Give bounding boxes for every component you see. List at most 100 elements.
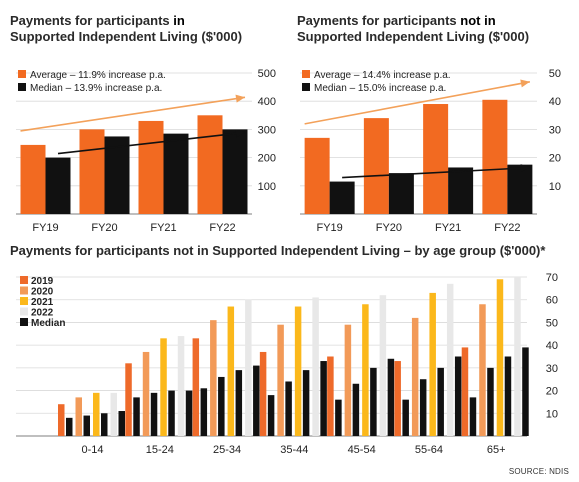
c2-ytick-label: 20 [549,153,561,165]
c2-legend-label-average: Average – 14.4% increase p.a. [314,70,451,81]
chart2-title: Payments for participants not in Support… [297,13,577,45]
c3-bar-median-2019-15-24 [133,397,140,436]
c2-bar-median-FY20 [388,173,414,214]
c3-bar-median-2021-15-24 [168,390,175,436]
chart2-title-part2: Supported Independent Living ($'000) [297,29,530,44]
c2-xtick-label-FY20: FY20 [376,222,402,234]
c2-median-trend-arrow-shaft [342,166,530,179]
c3-xtick-label-25-34: 25-34 [213,444,241,456]
c3-bar-median-2020-15-24 [150,392,158,436]
c3-bar-2021-35-44 [294,306,302,436]
c1-bar-median-FY21 [163,133,189,214]
c3-bar-2019-65+ [461,347,469,436]
c3-ytick-label: 20 [546,386,558,398]
c1-legend-label-median: Median – 13.9% increase p.a. [30,83,162,94]
c1-legend-swatch-median [18,83,26,91]
c3-bar-median-2021-25-34 [235,370,243,436]
c3-bar-2020-25-34 [210,320,217,436]
c3-bar-median-2022-25-34 [253,365,260,436]
c3-bar-2021-65+ [496,279,504,436]
source-note: SOURCE: NDIS [508,467,569,476]
c2-ytick-label: 30 [549,124,561,136]
c2-legend-swatch-median [302,83,310,91]
c3-xtick-label-45-54: 45-54 [348,444,376,456]
chart2-title-part1: Payments for participants [297,13,461,28]
chart3-title-text: Payments for participants not in Support… [10,243,546,258]
c2-bar-median-FY21 [448,167,474,214]
c1-median-trend-arrow-head [235,129,245,138]
c1-bar-median-FY20 [104,136,130,214]
c2-ytick-label: 10 [549,181,561,193]
c3-ytick-label: 60 [546,295,558,307]
c2-xtick-label-FY21: FY21 [435,222,461,234]
c3-bar-median-2019-25-34 [200,388,208,436]
c3-bar-median-2021-35-44 [302,370,310,436]
c3-legend-swatch-median [20,318,28,326]
c1-ytick-label: 400 [258,96,276,108]
c3-bar-2022-25-34 [245,299,252,436]
c3-bar-2021-55-64 [429,292,436,436]
c2-legend-swatch-average [302,70,310,78]
c3-xtick-label-0-14: 0-14 [81,444,103,456]
c3-bar-median-2020-25-34 [218,376,225,436]
c3-bar-2021-25-34 [227,306,235,436]
c1-legend-swatch-average [18,70,26,78]
chart1-title-part1: Payments for participants [10,13,174,28]
c3-bar-2020-45-54 [344,324,352,436]
chart2-title-emphasis: not in [460,13,496,28]
c3-legend-swatch-2022 [20,307,28,316]
c3-ytick-label: 40 [546,340,558,352]
c2-ytick-label: 40 [549,96,561,108]
c3-bar-2019-25-34 [192,338,200,436]
c3-bar-2022-45-54 [379,295,387,436]
c3-xtick-label-15-24: 15-24 [146,444,174,456]
c3-bar-2021-15-24 [160,338,167,436]
c2-ytick-label: 50 [549,68,561,80]
c1-bar-median-FY22 [222,129,248,214]
c2-median-trend-arrow-head [520,164,530,173]
c3-bar-2019-35-44 [259,351,267,436]
c3-legend-swatch-2019 [20,276,28,284]
c3-bar-median-2020-65+ [487,367,494,436]
c1-average-trend-arrow-head [235,94,245,103]
c1-ytick-label: 200 [258,153,276,165]
c1-xtick-label-FY22: FY22 [209,222,235,234]
c1-bar-average-FY19 [20,144,46,214]
c3-bar-median-2020-0-14 [83,415,90,436]
c2-xtick-label-FY22: FY22 [494,222,520,234]
c3-bar-median-2019-65+ [469,397,477,436]
c1-median-trend-arrow-shaft [57,131,246,155]
c2-bar-average-FY20 [363,118,389,214]
c1-ytick-label: 100 [258,181,276,193]
chart1-title: Payments for participants in Supported I… [10,13,280,45]
c2-average-trend-arrow-head [520,79,530,88]
chart1-title-part2: Supported Independent Living ($'000) [10,29,243,44]
c3-ytick-label: 50 [546,317,558,329]
c3-bar-median-2019-0-14 [66,417,73,436]
c3-xtick-label-35-44: 35-44 [280,444,308,456]
c3-bar-2021-0-14 [93,392,100,436]
c1-bar-average-FY20 [79,129,105,214]
c3-bar-median-2022-55-64 [454,356,462,436]
c1-ytick-label: 300 [258,124,276,136]
c3-bar-median-2021-45-54 [370,367,377,436]
c3-xtick-label-55-64: 55-64 [415,444,443,456]
c2-xtick-label-FY19: FY19 [316,222,342,234]
c1-bar-average-FY22 [197,115,223,214]
c3-bar-2020-15-24 [142,351,150,436]
c3-bar-median-2019-55-64 [402,399,409,436]
c3-bar-2020-0-14 [75,397,82,436]
c1-xtick-label-FY19: FY19 [32,222,58,234]
c3-bar-median-2022-15-24 [185,390,193,436]
c3-legend-label-2020: 2020 [31,287,54,298]
c1-xtick-label-FY20: FY20 [91,222,117,234]
c3-bar-2019-55-64 [394,361,401,436]
c2-legend-label-median: Median – 15.0% increase p.a. [314,83,446,94]
c2-bar-average-FY22 [482,99,508,214]
c3-bar-2020-35-44 [277,324,284,436]
c3-legend-swatch-2021 [20,297,28,305]
c3-xtick-label-65+: 65+ [487,444,506,456]
c3-bar-median-2020-45-54 [352,383,360,436]
c3-bar-2022-35-44 [312,297,319,436]
c3-bar-2022-15-24 [177,336,185,436]
